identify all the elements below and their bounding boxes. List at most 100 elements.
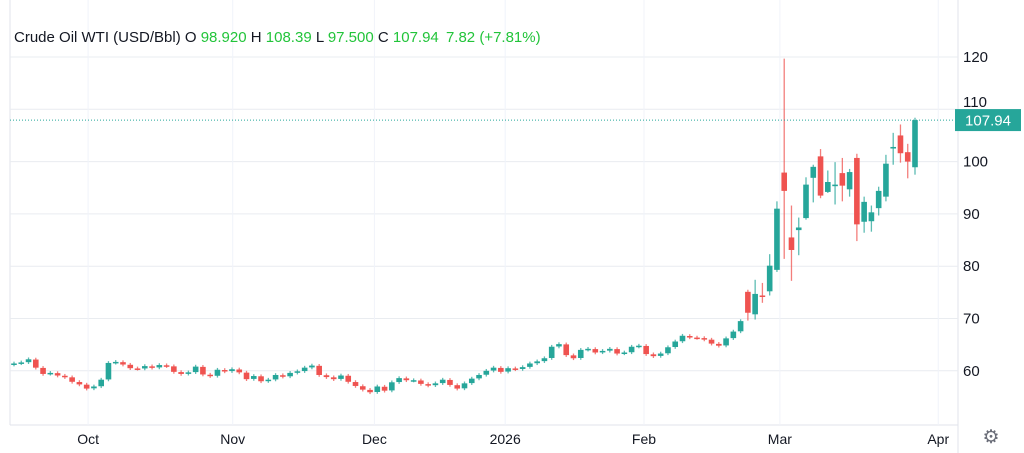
candle-body bbox=[447, 379, 453, 385]
candle-body bbox=[69, 377, 75, 382]
x-tick-label: Dec bbox=[362, 431, 387, 447]
candle-body bbox=[330, 377, 337, 380]
open-value: 98.920 bbox=[200, 29, 247, 46]
high-value: 108.39 bbox=[265, 29, 312, 46]
candle-body bbox=[389, 382, 395, 391]
candle-body bbox=[11, 363, 17, 365]
candle-body bbox=[25, 359, 32, 363]
candle-body bbox=[839, 173, 846, 186]
candle-body bbox=[468, 378, 475, 384]
candle-body bbox=[294, 371, 301, 373]
candle-body bbox=[519, 367, 526, 369]
candle-body bbox=[505, 368, 511, 372]
candle-body bbox=[265, 379, 272, 382]
candle-body bbox=[817, 156, 824, 196]
candle-body bbox=[338, 375, 344, 379]
candle-body bbox=[577, 349, 584, 358]
candle-body bbox=[396, 378, 402, 383]
candle-body bbox=[171, 366, 177, 372]
candle-body bbox=[410, 380, 417, 382]
candle-body bbox=[636, 345, 642, 348]
candle-body bbox=[795, 227, 802, 231]
x-tick-label: Nov bbox=[220, 431, 245, 447]
candle-body bbox=[47, 372, 54, 375]
x-tick-label: Apr bbox=[927, 431, 949, 447]
candle-body bbox=[788, 237, 795, 250]
candle-body bbox=[737, 321, 744, 332]
candle-body bbox=[105, 362, 112, 380]
candle-body bbox=[381, 386, 388, 391]
candle-body bbox=[432, 383, 439, 386]
candle-body bbox=[403, 378, 410, 381]
candle-body bbox=[207, 374, 213, 377]
candle-body bbox=[359, 386, 366, 390]
candle-body bbox=[534, 361, 540, 364]
candle-body bbox=[548, 346, 555, 358]
candle-body bbox=[243, 372, 250, 380]
candle-body bbox=[127, 364, 134, 369]
candle-body bbox=[556, 344, 562, 347]
candle-body bbox=[178, 372, 184, 374]
candle-body bbox=[229, 369, 235, 372]
y-tick-label: 120 bbox=[963, 49, 988, 66]
candle-body bbox=[897, 135, 904, 154]
candle-body bbox=[904, 152, 911, 162]
gear-icon[interactable]: ⚙ bbox=[982, 427, 1000, 448]
y-tick-label: 100 bbox=[963, 154, 988, 171]
candle-body bbox=[490, 367, 497, 371]
candle-body bbox=[345, 375, 352, 382]
candle-body bbox=[527, 363, 533, 367]
candle-body bbox=[745, 291, 751, 313]
candle-body bbox=[730, 331, 737, 339]
candle-body bbox=[163, 365, 170, 367]
candle-body bbox=[316, 365, 322, 375]
candle-body bbox=[563, 344, 570, 356]
candle-body bbox=[701, 338, 708, 340]
x-tick-label: Feb bbox=[632, 431, 656, 447]
x-tick-label: 2026 bbox=[490, 431, 521, 447]
candle-body bbox=[694, 337, 700, 340]
candle-body bbox=[141, 366, 148, 369]
y-tick-label: 90 bbox=[963, 206, 980, 223]
candle-body bbox=[614, 349, 620, 354]
candle-body bbox=[192, 366, 199, 373]
candle-body bbox=[454, 385, 461, 389]
candle-body bbox=[650, 354, 657, 357]
candle-body bbox=[570, 355, 577, 359]
candle-body bbox=[309, 365, 315, 368]
candle-body bbox=[134, 368, 141, 370]
y-tick-label: 80 bbox=[963, 258, 980, 275]
candle-body bbox=[759, 295, 766, 297]
candle-body bbox=[301, 367, 308, 372]
candle-body bbox=[883, 163, 889, 197]
candle-body bbox=[200, 366, 206, 375]
candle-body bbox=[367, 389, 373, 393]
candle-body bbox=[861, 201, 867, 222]
candle-body bbox=[250, 376, 257, 379]
low-label: L bbox=[315, 29, 324, 46]
candle-body bbox=[280, 375, 286, 377]
candle-body bbox=[846, 172, 853, 190]
candle-body bbox=[665, 347, 671, 354]
candle-body bbox=[425, 384, 431, 386]
candle-body bbox=[83, 384, 90, 389]
candle-body bbox=[112, 361, 119, 364]
candle-body bbox=[803, 184, 809, 219]
candle-body bbox=[374, 386, 381, 392]
candle-body bbox=[766, 265, 773, 292]
candle-body bbox=[679, 335, 686, 342]
close-label: C bbox=[377, 29, 389, 46]
candle-body bbox=[221, 370, 228, 372]
candle-body bbox=[774, 208, 780, 270]
candle-body bbox=[825, 181, 831, 192]
candle-body bbox=[832, 184, 838, 187]
candle-body bbox=[810, 166, 817, 178]
candle-body bbox=[585, 348, 591, 351]
candle-body bbox=[91, 386, 97, 389]
candle-body bbox=[854, 157, 860, 225]
last-price-tag bbox=[955, 109, 1021, 132]
candle-body bbox=[461, 383, 468, 389]
candle-body bbox=[76, 382, 83, 385]
candle-body bbox=[686, 336, 693, 338]
